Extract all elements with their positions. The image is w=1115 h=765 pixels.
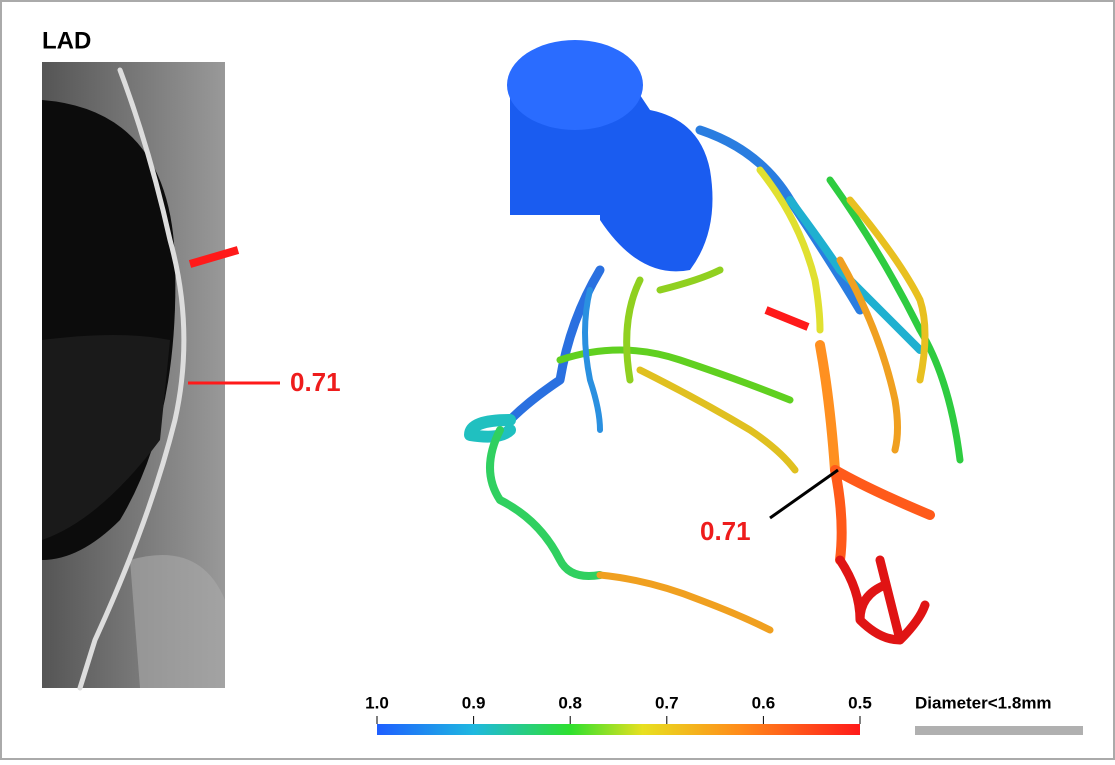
colorbar-tick-label: 0.8: [558, 693, 582, 712]
panel-title: LAD: [42, 27, 91, 54]
ct-image: [42, 62, 225, 688]
ffr-label: 0.71: [700, 516, 751, 546]
ffr-label: 0.71: [290, 367, 341, 397]
colorbar-tick-label: 0.6: [752, 693, 776, 712]
gray-legend-label: Diameter<1.8mm: [915, 693, 1052, 712]
colorbar: [377, 724, 860, 735]
colorbar-tick-label: 0.5: [848, 693, 872, 712]
colorbar-tick-label: 0.9: [462, 693, 486, 712]
colorbar-tick-label: 0.7: [655, 693, 679, 712]
gray-legend-swatch: [915, 726, 1083, 735]
figure: LAD 0.71 0.71 Diameter<1.8mm 1.00: [0, 0, 1115, 760]
colorbar-tick-label: 1.0: [365, 693, 389, 712]
